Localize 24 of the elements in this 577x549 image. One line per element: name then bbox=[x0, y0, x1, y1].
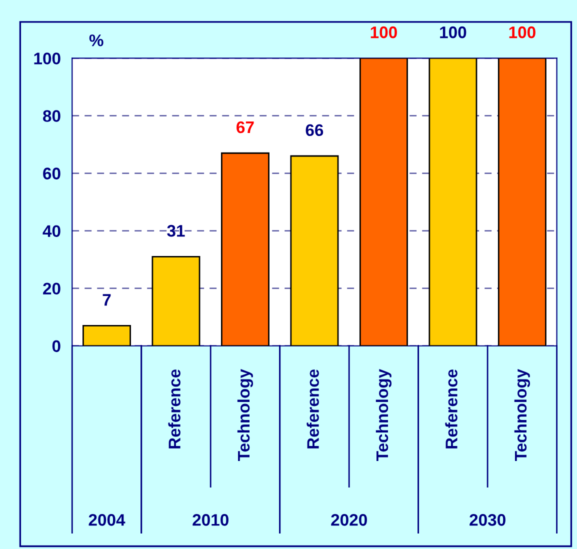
y-tick-label: 40 bbox=[42, 225, 60, 238]
x-tick-label: Reference bbox=[168, 369, 180, 448]
x-tick-label: Technology bbox=[514, 368, 530, 461]
data-label: 7 bbox=[102, 294, 111, 306]
text: 2010 bbox=[192, 514, 228, 526]
text: 2004 bbox=[88, 514, 126, 526]
y-tick-label: 0 bbox=[52, 340, 60, 352]
text: 2020 bbox=[331, 514, 367, 526]
y-tick-label: 80 bbox=[43, 110, 60, 122]
data-label: 100 bbox=[440, 26, 466, 38]
x-tick-label: Reference bbox=[306, 369, 319, 448]
y-tick-label: 100 bbox=[34, 52, 60, 64]
text: 2030 bbox=[470, 514, 506, 526]
data-label: 100 bbox=[509, 26, 536, 38]
data-label: 100 bbox=[370, 26, 397, 38]
data-label: 31 bbox=[167, 224, 185, 237]
x-tick-label: Technology bbox=[237, 368, 254, 461]
y-tick-label: 20 bbox=[43, 282, 60, 295]
y-axis-title: % bbox=[89, 34, 104, 46]
data-label: 66 bbox=[306, 124, 324, 136]
x-tick-label: Technology bbox=[376, 368, 392, 461]
data-label: 67 bbox=[236, 121, 254, 134]
y-tick-label: 60 bbox=[43, 168, 60, 180]
x-tick-label: Reference bbox=[445, 369, 458, 448]
